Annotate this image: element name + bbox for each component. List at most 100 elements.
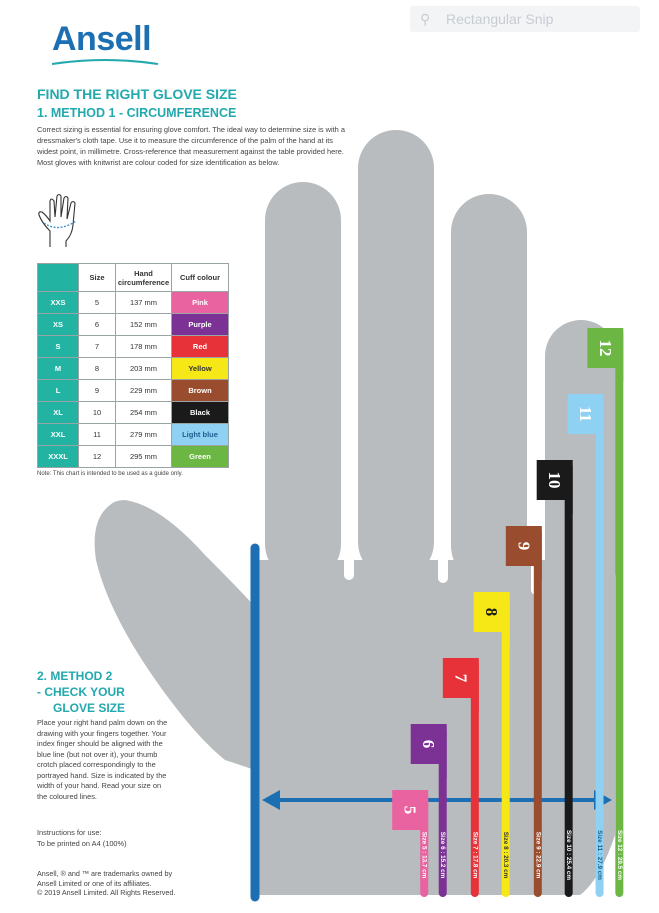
circumference-cell: 152 mm (115, 313, 172, 336)
table-header-cuff: Cuff colour (171, 263, 229, 292)
size-line-10: 10 Size 10 : 25.4 cm (536, 460, 573, 897)
cuff-colour-cell: Brown (171, 379, 229, 402)
size-line-bar (470, 660, 479, 897)
size-flag-number: 6 (419, 740, 438, 749)
size-table: Size Hand circumference Cuff colour XXS 5… (37, 263, 229, 468)
size-line-label: Size 7 : 17.8 cm (471, 832, 478, 879)
table-row: XXXL 12 295 mm Green (37, 445, 229, 468)
size-flag-number: 10 (545, 472, 564, 489)
method1-text: Correct sizing is essential for ensuring… (37, 125, 345, 167)
search-icon: ⚲ (420, 11, 431, 27)
size-line-bar (615, 330, 624, 897)
size-line-5: 5 Size 5 : 13.7 cm (392, 790, 429, 897)
size-flag (536, 460, 573, 514)
snip-toolbar-text: Rectangular Snip (446, 11, 554, 27)
size-line-label: Size 12 : 29.5 cm (616, 830, 623, 880)
circumference-cell: 137 mm (115, 291, 172, 314)
size-line-label: Size 8 : 20.3 cm (502, 832, 509, 879)
table-row: M 8 203 mm Yellow (37, 357, 229, 380)
size-line-label: Size 10 : 25.4 cm (565, 830, 572, 880)
size-line-9: 9 Size 9 : 22.9 cm (505, 526, 542, 897)
method2-title: 2. METHOD 2 - CHECK YOUR GLOVE SIZE (37, 668, 125, 716)
page-title: FIND THE RIGHT GLOVE SIZE (37, 86, 237, 102)
instructions-line: Instructions for use: (37, 828, 102, 837)
table-header-blank (37, 263, 79, 292)
size-line-6: 6 Size 6 : 15.2 cm (410, 724, 447, 897)
table-row: XL 10 254 mm Black (37, 401, 229, 424)
size-flag-number: 9 (514, 542, 533, 551)
trademark-line: © 2019 Ansell Limited. All Rights Reserv… (37, 888, 176, 898)
print-instructions: Instructions for use: To be printed on A… (37, 828, 127, 849)
cuff-colour-cell: Pink (171, 291, 229, 314)
method2-title-line: - CHECK YOUR (37, 685, 125, 699)
size-flag (442, 658, 479, 712)
hand-measure-icon (38, 193, 77, 247)
size-line-8: 8 Size 8 : 20.3 cm (473, 592, 510, 897)
table-row: S 7 178 mm Red (37, 335, 229, 358)
size-line-7: 7 Size 7 : 17.8 cm (442, 658, 479, 897)
size-flag (410, 724, 447, 778)
circumference-cell: 229 mm (115, 379, 172, 402)
method2-title-line: 2. METHOD 2 (37, 669, 113, 683)
circumference-cell: 254 mm (115, 401, 172, 424)
circumference-cell: 295 mm (115, 445, 172, 468)
size-number-cell: 6 (78, 313, 116, 336)
size-flag (505, 526, 542, 580)
size-number-cell: 8 (78, 357, 116, 380)
size-code-cell: M (37, 357, 79, 380)
size-line-label: Size 9 : 22.9 cm (534, 832, 541, 879)
size-flag (587, 328, 624, 382)
trademark-line: Ansell, ® and ™ are trademarks owned by (37, 869, 173, 878)
size-number-cell: 10 (78, 401, 116, 424)
circumference-cell: 279 mm (115, 423, 172, 446)
size-line-bar (595, 396, 604, 897)
cuff-colour-cell: Purple (171, 313, 229, 336)
size-flag-number: 11 (576, 406, 595, 422)
trademark-notice: Ansell, ® and ™ are trademarks owned by … (37, 869, 175, 898)
size-number-cell: 5 (78, 291, 116, 314)
size-code-cell: XL (37, 401, 79, 424)
method2-text: Place your right hand palm down on the d… (37, 718, 168, 801)
size-number-cell: 9 (78, 379, 116, 402)
size-flag-number: 5 (401, 806, 420, 815)
size-code-cell: L (37, 379, 79, 402)
table-note: Note: This chart is intended to be used … (37, 471, 183, 477)
table-row: XXL 11 279 mm Light blue (37, 423, 229, 446)
size-number-cell: 11 (78, 423, 116, 446)
size-flag (567, 394, 604, 448)
cuff-colour-cell: Green (171, 445, 229, 468)
size-flag (392, 790, 429, 844)
trademark-line: Ansell Limited or one of its affiliates. (37, 878, 152, 888)
size-code-cell: S (37, 335, 79, 358)
size-flag (473, 592, 510, 646)
size-line-bar (564, 462, 573, 897)
size-line-label: Size 5 : 13.7 cm (421, 832, 428, 879)
size-table-header: Size Hand circumference Cuff colour (37, 263, 229, 292)
table-row: XS 6 152 mm Purple (37, 313, 229, 336)
instructions-line: To be printed on A4 (100%) (37, 838, 127, 848)
cuff-colour-cell: Red (171, 335, 229, 358)
size-line-label: Size 6 : 15.2 cm (439, 832, 446, 879)
size-code-cell: XXXL (37, 445, 79, 468)
method1-title: 1. METHOD 1 - CIRCUMFERENCE (37, 106, 237, 120)
table-header-size: Size (78, 263, 116, 292)
size-line-label: Size 11 : 27.9 cm (596, 830, 603, 880)
method2-title-line: GLOVE SIZE (53, 701, 126, 715)
size-code-cell: XXL (37, 423, 79, 446)
size-number-cell: 12 (78, 445, 116, 468)
cuff-colour-cell: Yellow (171, 357, 229, 380)
size-flag-number: 12 (596, 340, 615, 357)
size-line-11: 11 Size 11 : 27.9 cm (567, 394, 604, 897)
size-line-bar (533, 528, 542, 897)
size-code-cell: XXS (37, 291, 79, 314)
ansell-logo: Ansell (52, 20, 152, 58)
circumference-cell: 203 mm (115, 357, 172, 380)
size-code-cell: XS (37, 313, 79, 336)
size-line-bar (501, 594, 510, 897)
snip-toolbar-overlay[interactable]: ⚲ Rectangular Snip (410, 6, 640, 32)
size-line-12: 12 Size 12 : 29.5 cm (587, 328, 624, 897)
logo-swoosh (51, 59, 159, 65)
size-flag-number: 8 (482, 608, 501, 617)
